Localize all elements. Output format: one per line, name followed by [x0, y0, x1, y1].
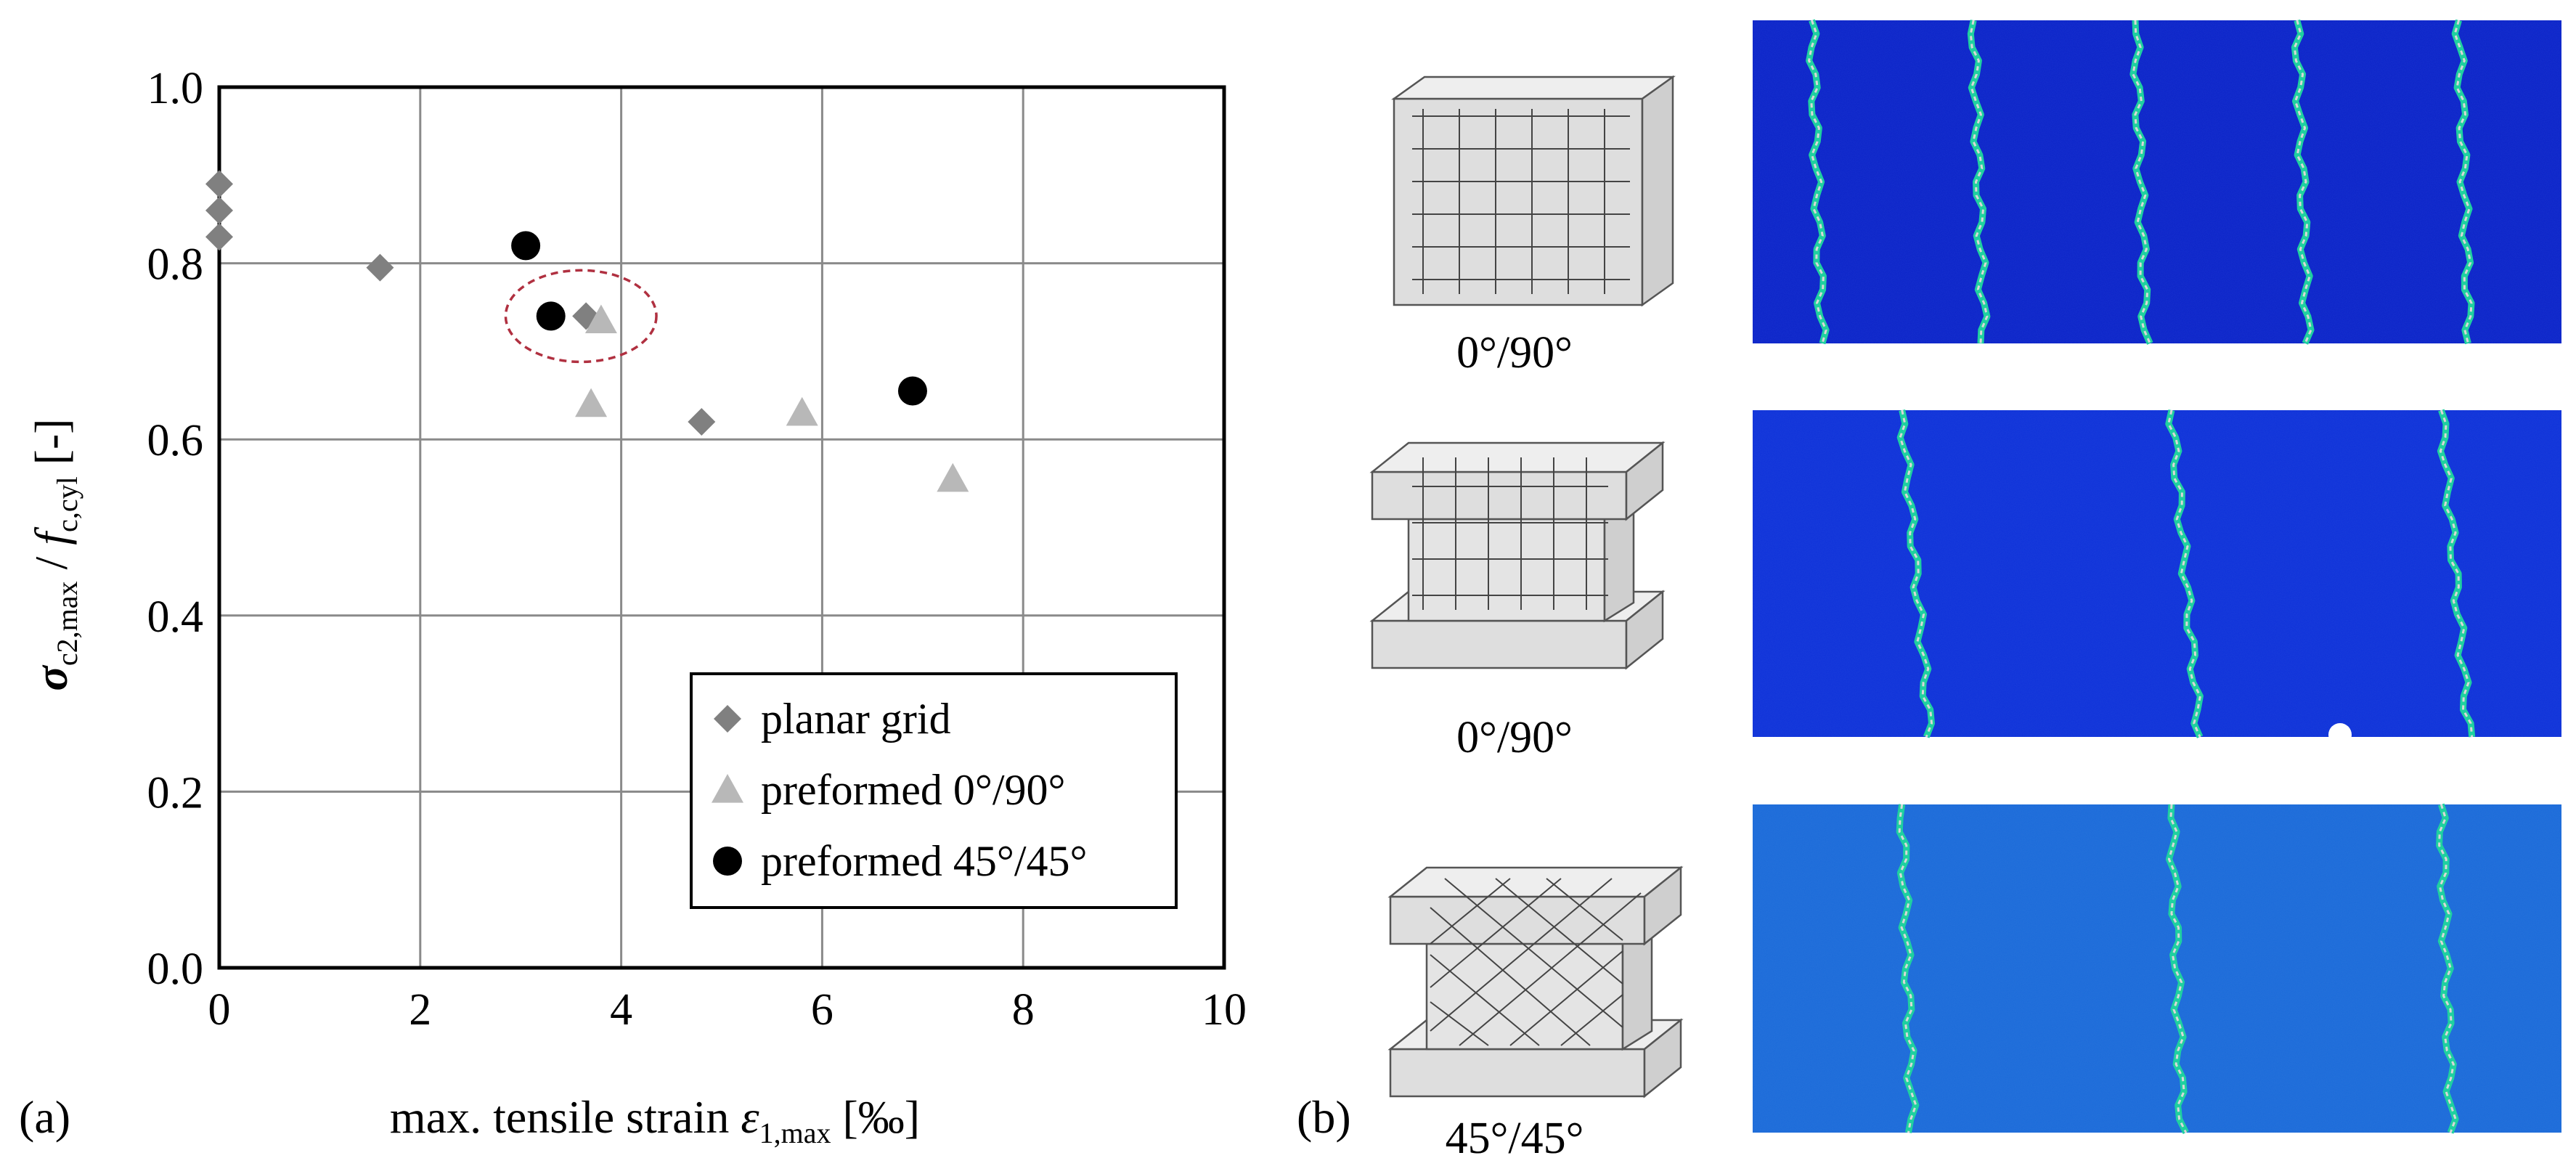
crack-core: [1898, 804, 1917, 1133]
panel-a-label: (a): [19, 1091, 70, 1143]
crack-core: [2167, 804, 2188, 1133]
x-tick-label: 4: [610, 985, 632, 1035]
specimen-sketch-planar-grid: [1391, 75, 1676, 307]
x-tick-label: 2: [409, 985, 431, 1035]
point-series-2: [536, 301, 566, 331]
crack-core: [1899, 409, 1933, 738]
crack-image-1: [1753, 19, 2561, 345]
specimen-caption-2: 0°/90°: [1456, 713, 1573, 762]
crack-core: [2167, 409, 2201, 738]
highlight-ellipse: [504, 269, 658, 364]
crack-core: [2439, 409, 2474, 738]
y-tick-labels: 0.0 0.2 0.4 0.6 0.8 1.0: [147, 64, 204, 994]
y-tick-label: 0.4: [147, 592, 204, 642]
crack-core: [2132, 20, 2151, 344]
point-series-1: [786, 396, 818, 426]
x-tick-labels: 0 2 4 6 8 10: [208, 985, 1247, 1035]
legend-label-0: planar grid: [761, 695, 951, 743]
legend-marker-0: [714, 705, 741, 733]
legend-label-1: preformed 0°/90°: [761, 766, 1066, 814]
point-series-2: [897, 376, 927, 406]
legend: planar grid preformed 0°/90° preformed 45°…: [690, 672, 1178, 909]
x-axis-label: max. tensile strain ε1,max [‰]: [390, 1091, 920, 1149]
legend-box: [690, 672, 1178, 909]
panel-a-chart: 0.0 0.2 0.4 0.6 0.8 1.0 0 2 4 6 8 10 planar grid pr…: [19, 64, 1247, 1149]
specimen-sketch-preformed-0-90: [1369, 441, 1666, 670]
panel-b: (b) 0°/90°: [1297, 19, 2561, 1163]
specimen-sketch-preformed-45-45: [1387, 865, 1684, 1098]
crack-core: [1808, 20, 1827, 344]
crack-core: [2453, 20, 2473, 344]
x-tick-label: 0: [208, 985, 231, 1035]
crack-image-3: [1753, 803, 2561, 1134]
legend-label-2: preformed 45°/45°: [761, 837, 1088, 885]
specimen-caption-1: 0°/90°: [1456, 328, 1573, 378]
x-tick-label: 6: [811, 985, 833, 1035]
specimen-caption-3: 45°/45°: [1446, 1114, 1584, 1163]
point-series-1: [937, 462, 969, 492]
y-tick-label: 0.0: [147, 945, 204, 994]
point-series-0: [205, 196, 233, 224]
point-series-1: [575, 388, 608, 417]
y-axis-label: σc2,max / fc,cyl [-]: [25, 418, 83, 690]
y-tick-label: 0.8: [147, 240, 204, 290]
y-tick-label: 1.0: [147, 64, 204, 113]
plot-frame: [217, 85, 1226, 970]
data-points: [205, 170, 969, 492]
crack-core: [2293, 20, 2312, 344]
point-series-0: [205, 223, 233, 251]
x-tick-label: 10: [1202, 985, 1247, 1035]
y-tick-label: 0.6: [147, 416, 204, 465]
panel-b-label: (b): [1297, 1091, 1351, 1143]
crack-core: [1969, 20, 1989, 344]
crack-core: [2438, 804, 2457, 1133]
crack-image-2: [1753, 409, 2561, 746]
point-series-0: [688, 407, 716, 436]
x-tick-label: 8: [1012, 985, 1035, 1035]
point-series-0: [366, 253, 394, 282]
point-series-1: [584, 304, 617, 334]
point-series-2: [511, 231, 541, 261]
legend-marker-2: [713, 847, 742, 876]
legend-marker-1: [712, 774, 743, 803]
point-series-0: [205, 170, 233, 198]
y-tick-label: 0.2: [147, 768, 204, 818]
